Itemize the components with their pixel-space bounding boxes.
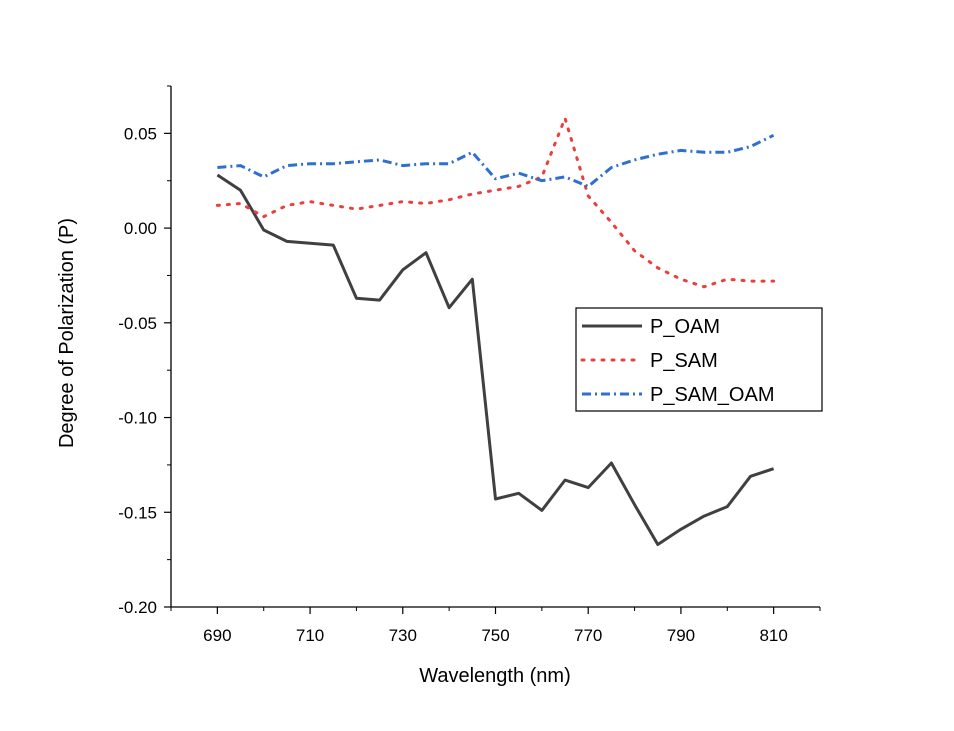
x-tick-label: 790 — [667, 626, 695, 645]
y-tick-label: -0.05 — [118, 314, 157, 333]
plot-area: 690 710 730 750 770 790 810 -0.20-0.15-0.10-0.… — [118, 85, 821, 645]
legend-label: P_SAM_OAM — [650, 384, 774, 406]
legend: P_OAM P_SAM P_SAM_OAM — [575, 307, 823, 412]
y-axis-title: Degree of Polarization (P) — [56, 218, 78, 448]
y-tick-label: -0.10 — [118, 409, 157, 428]
series-line-p-sam-oam — [217, 133, 775, 188]
legend-label: P_OAM — [650, 316, 720, 338]
x-axis-title: Wavelength (nm) — [419, 665, 571, 687]
x-tick-label: 770 — [574, 626, 602, 645]
series-layer — [215, 116, 776, 546]
x-axis-ticks: 690 710 730 750 770 790 810 — [170, 607, 821, 645]
legend-label: P_SAM — [650, 350, 718, 372]
series-line-p-oam — [216, 173, 775, 546]
x-tick-label: 690 — [203, 626, 231, 645]
series-line-p-sam — [215, 116, 776, 289]
y-axis-ticks: -0.20 -0.15 -0.10 -0.05 0.00 0.05 — [118, 85, 171, 617]
x-tick-label: 750 — [481, 626, 509, 645]
x-tick-label: 710 — [296, 626, 324, 645]
y-tick-label: 0.00 — [124, 219, 157, 238]
y-tick-label: -0.15 — [118, 503, 157, 522]
y-tick-label: -0.20 — [118, 598, 157, 617]
y-tick-label: 0.05 — [124, 124, 157, 143]
x-tick-label: 810 — [759, 626, 787, 645]
x-tick-label: 730 — [389, 626, 417, 645]
